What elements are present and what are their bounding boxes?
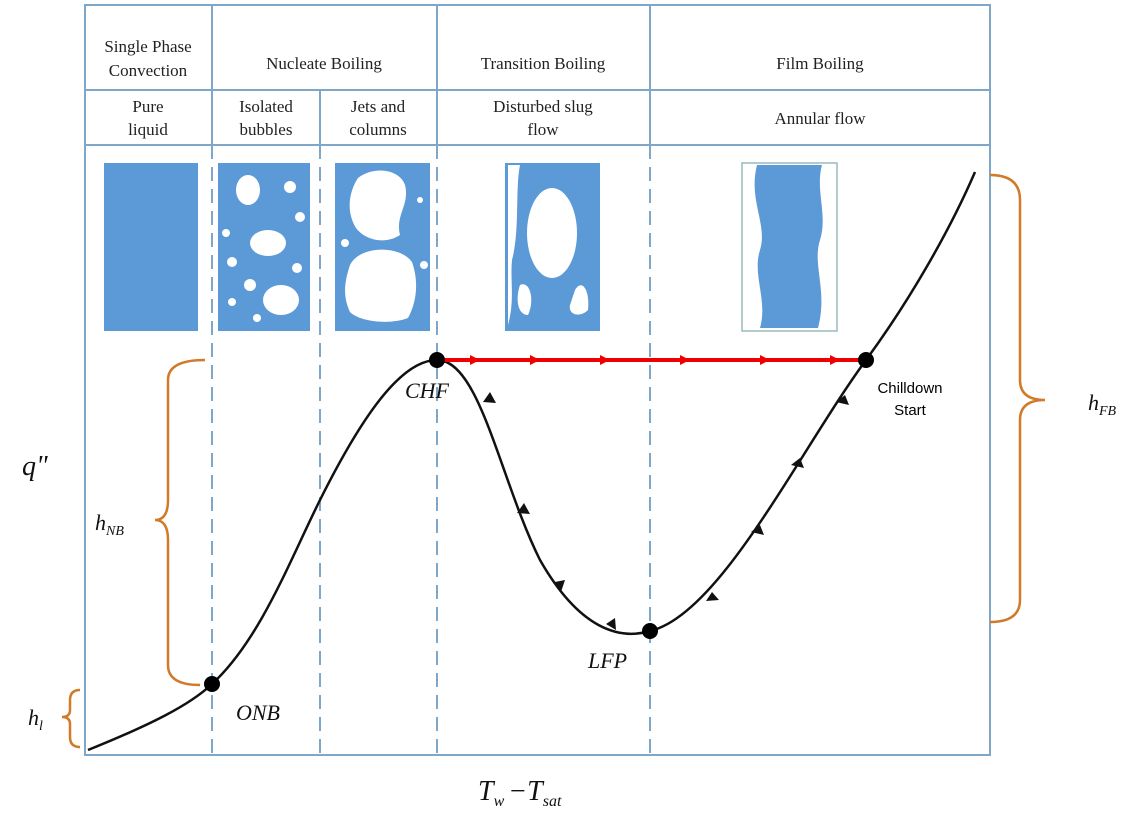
y-axis-label: q" <box>22 451 48 482</box>
coefficient-label: hNB <box>95 510 124 539</box>
text-part: columns <box>349 120 407 139</box>
text-part: Jets and <box>351 97 406 116</box>
flow-pattern-label: Jets and columns <box>349 97 407 139</box>
coefficient-label: hl <box>28 705 43 734</box>
text-part: h <box>95 510 106 535</box>
onb-label: ONB <box>236 700 280 725</box>
flow-pattern-label: Isolated bubbles <box>239 97 293 139</box>
text-part: Start <box>894 402 927 419</box>
text-part: liquid <box>128 120 168 139</box>
text-part: −T <box>508 776 545 807</box>
flow-pattern-label: Disturbed slug flow <box>493 97 593 139</box>
text-part: Isolated <box>239 97 293 116</box>
text-part: T <box>478 776 496 807</box>
text-part: Nucleate Boiling <box>266 54 382 73</box>
text-part: FB <box>1098 404 1117 419</box>
lfp-label: LFP <box>587 648 627 673</box>
regime-label: Transition Boiling <box>481 54 606 73</box>
text-part: NB <box>105 524 124 539</box>
text-part: Disturbed slug <box>493 97 593 116</box>
text-part: sat <box>543 793 562 810</box>
regime-label: Nucleate Boiling <box>266 54 382 73</box>
brace <box>989 173 1046 624</box>
regime-label: Single Phase Convection <box>104 37 191 80</box>
text-part: Film Boiling <box>776 54 864 73</box>
coefficient-label: hFB <box>1088 390 1117 419</box>
text-part: h <box>1088 390 1099 415</box>
flow-pattern-label: Pure liquid <box>128 97 168 139</box>
flow-illustrations <box>104 162 838 332</box>
boiling-curve <box>87 171 977 752</box>
text-part: Pure <box>132 97 163 116</box>
flow-pattern-label: Annular flow <box>774 109 866 128</box>
chilldown-label: Chilldown Start <box>877 380 942 419</box>
brace <box>61 688 81 749</box>
text-part: l <box>39 719 43 734</box>
text-part: w <box>494 793 505 810</box>
curve-arrows <box>483 392 849 630</box>
text-part: Single Phase <box>104 37 191 56</box>
path-arrows <box>470 355 840 365</box>
text-part: Annular flow <box>774 109 866 128</box>
text-part: flow <box>527 120 559 139</box>
x-axis-label: Tw −Tsat <box>478 776 562 810</box>
brace <box>154 358 206 687</box>
text-part: bubbles <box>240 120 293 139</box>
regime-label: Film Boiling <box>776 54 864 73</box>
state-points <box>204 352 874 692</box>
text-part: Chilldown <box>877 380 942 397</box>
chf-label: CHF <box>405 378 450 403</box>
text-part: Convection <box>109 61 188 80</box>
text-part: h <box>28 705 39 730</box>
text-part: Transition Boiling <box>481 54 606 73</box>
frame <box>84 4 991 756</box>
